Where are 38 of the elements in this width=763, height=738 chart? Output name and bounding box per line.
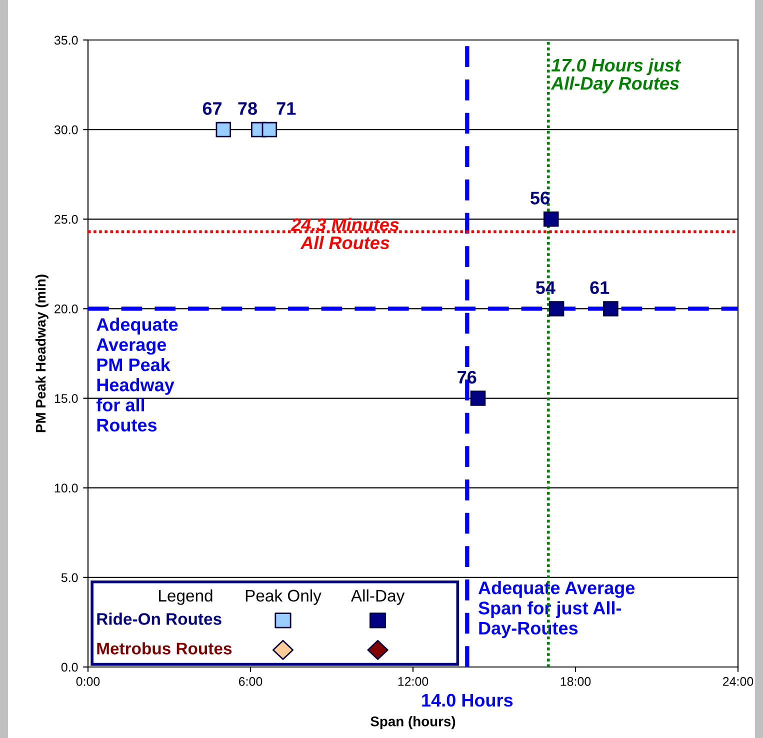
annotation: 14.0 Hours xyxy=(422,694,513,707)
y-tick-label: 0.0 xyxy=(61,662,78,672)
point xyxy=(603,301,618,316)
annotation: Peak Only xyxy=(246,589,322,605)
annotation: 67 xyxy=(202,102,222,115)
legend-title: Legend xyxy=(159,589,212,605)
annotation: Ride-On Routes xyxy=(97,612,222,625)
annotation: All-Day xyxy=(350,589,405,605)
x-tick-label: 18:00 xyxy=(560,677,591,686)
x-tick-label: 12:00 xyxy=(398,677,428,686)
point xyxy=(548,301,564,316)
point xyxy=(470,390,486,406)
annotation: 61 xyxy=(590,281,610,294)
y-tick-label: 10.0 xyxy=(54,484,78,493)
ref-line-label: Adequate Average PM Peak Headway for all Routes xyxy=(96,318,178,432)
point xyxy=(262,122,278,138)
y-tick-label: 30.0 xyxy=(54,125,78,134)
y-tick-label: 35.0 xyxy=(54,36,78,45)
annotation: 78 xyxy=(238,102,258,115)
ref-line-label: 17.0 Hours just All-Day Routes xyxy=(550,58,682,94)
y-tick-label: 25.0 xyxy=(54,214,78,224)
ref-line-label: 24.3 Minutes All Routes xyxy=(290,218,399,250)
x-axis-title: Span (hours) xyxy=(370,716,456,730)
x-tick-label: 0:00 xyxy=(76,677,100,686)
annotation: 56 xyxy=(530,192,550,204)
annotation: 54 xyxy=(536,281,556,294)
y-tick-label: 5.0 xyxy=(61,573,78,582)
x-tick-label: 6:00 xyxy=(238,677,262,686)
x-tick-label: 24:00 xyxy=(722,677,754,686)
y-axis-title: PM Peak Headway (min) xyxy=(35,274,48,432)
annotation: 71 xyxy=(276,102,296,115)
point xyxy=(216,122,232,138)
point xyxy=(543,212,559,227)
ref-line-label: Adequate Average Span for just All- Day-Routes xyxy=(478,581,635,638)
y-tick-label: 20.0 xyxy=(54,304,78,314)
annotation: Metrobus Routes xyxy=(97,642,232,654)
annotation: 76 xyxy=(458,370,476,384)
y-tick-label: 15.0 xyxy=(54,394,78,403)
